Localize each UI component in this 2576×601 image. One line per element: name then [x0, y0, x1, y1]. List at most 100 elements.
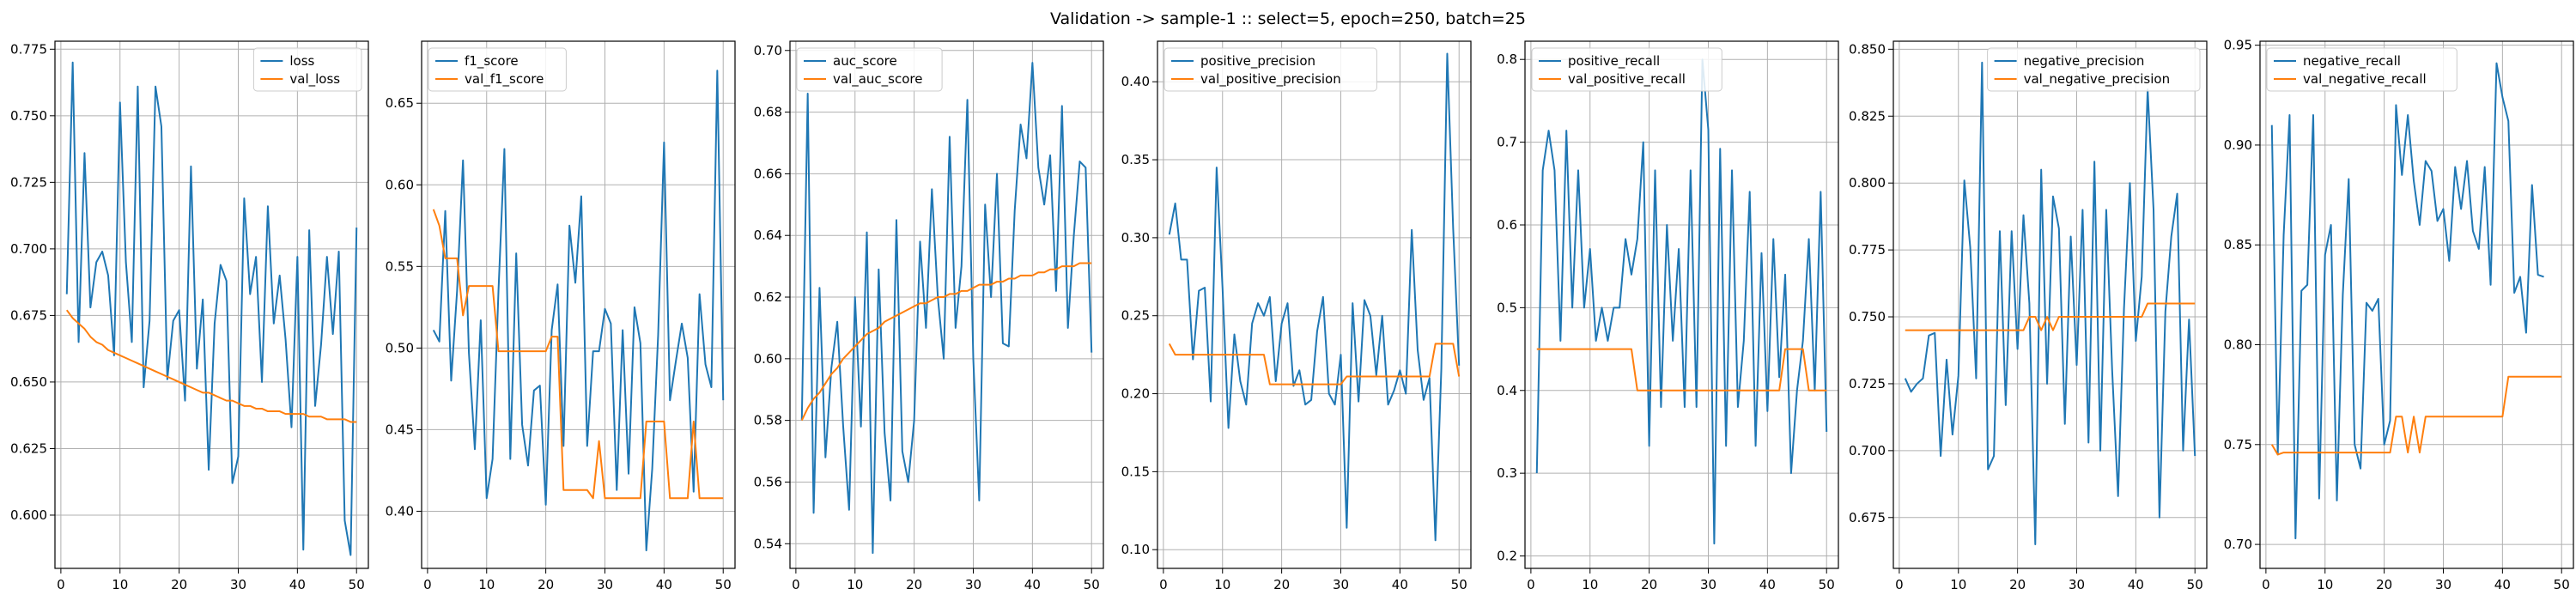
data-point — [1696, 406, 1698, 408]
data-point — [806, 93, 808, 94]
data-point — [1807, 390, 1809, 392]
data-point — [1987, 468, 1989, 470]
data-point — [990, 296, 992, 298]
data-point — [1376, 375, 1377, 377]
data-point — [2069, 316, 2071, 318]
data-point — [1559, 348, 1561, 349]
legend-label: negative_recall — [2303, 53, 2401, 70]
data-point — [491, 285, 493, 287]
data-point — [961, 265, 963, 267]
data-point — [2543, 376, 2544, 378]
data-point — [836, 321, 838, 323]
data-point — [2176, 302, 2178, 304]
data-point — [610, 323, 611, 325]
data-point — [1725, 445, 1727, 446]
data-point — [890, 500, 891, 501]
data-point — [1922, 378, 1923, 379]
data-point — [1174, 354, 1176, 355]
data-point — [196, 367, 197, 369]
data-point — [1072, 234, 1074, 236]
series-line-val_negative_recall — [2270, 375, 2562, 456]
data-point — [1807, 238, 1809, 240]
data-point — [2135, 340, 2136, 342]
data-point — [1784, 274, 1786, 276]
data-point — [1180, 354, 1182, 355]
data-point — [1387, 375, 1388, 377]
x-tick-label: 40 — [1392, 577, 1408, 592]
data-point — [1916, 383, 1917, 385]
data-point — [1801, 340, 1803, 342]
data-point — [722, 399, 724, 401]
data-point — [1245, 354, 1247, 355]
data-point — [2306, 284, 2308, 286]
data-point — [1666, 390, 1668, 392]
data-point — [486, 497, 488, 499]
data-point — [1707, 129, 1709, 131]
y-tick-label: 0.70 — [754, 43, 782, 58]
data-point — [438, 341, 440, 343]
data-point — [651, 421, 653, 422]
y-tick-label: 0.54 — [754, 536, 782, 551]
data-point — [919, 302, 920, 304]
data-point — [848, 351, 850, 353]
data-point — [2188, 319, 2190, 320]
data-point — [562, 489, 564, 491]
y-tick-label: 0.25 — [1121, 308, 1150, 324]
data-point — [302, 549, 304, 550]
data-point — [878, 269, 879, 270]
legend-box — [428, 47, 567, 92]
data-point — [1613, 348, 1614, 349]
data-point — [1316, 383, 1318, 385]
data-point — [1754, 390, 1756, 392]
data-point — [1091, 262, 1092, 264]
data-point — [550, 329, 552, 331]
data-point — [1583, 307, 1585, 308]
data-point — [2395, 104, 2397, 106]
data-point — [2276, 453, 2278, 455]
data-point — [1446, 52, 1448, 54]
data-point — [693, 490, 695, 492]
legend-label: val_auc_score — [833, 71, 923, 88]
y-tick-label: 0.8 — [1497, 52, 1517, 67]
data-point — [1790, 348, 1792, 349]
data-point — [842, 358, 844, 360]
data-point — [1405, 392, 1406, 394]
x-tick-label: 50 — [1084, 577, 1100, 592]
data-point — [669, 399, 671, 401]
y-tick-label: 0.650 — [10, 374, 47, 390]
data-point — [2425, 160, 2427, 161]
data-point — [1571, 348, 1573, 349]
data-point — [337, 251, 339, 252]
data-point — [2354, 452, 2355, 453]
data-point — [1275, 380, 1277, 382]
data-point — [1547, 130, 1549, 131]
data-point — [854, 296, 856, 298]
data-point — [71, 62, 73, 64]
data-point — [2117, 495, 2119, 497]
data-point — [1963, 179, 1965, 181]
data-point — [896, 219, 897, 221]
data-point — [1595, 340, 1596, 342]
x-tick-label: 0 — [57, 577, 65, 592]
x-tick-label: 10 — [112, 577, 128, 592]
figure-title: Validation -> sample-1 :: select=5, epoc… — [1050, 9, 1526, 28]
data-point — [1269, 383, 1271, 385]
data-point — [243, 405, 245, 407]
x-tick-label: 20 — [906, 577, 922, 592]
data-point — [497, 290, 499, 292]
data-point — [818, 287, 820, 288]
data-point — [2372, 310, 2373, 312]
data-point — [1304, 404, 1306, 405]
data-point — [503, 350, 505, 352]
series-line-positive_precision — [1168, 52, 1461, 542]
data-point — [1601, 307, 1602, 308]
data-point — [1072, 265, 1074, 267]
data-point — [1565, 130, 1567, 131]
data-point — [2513, 376, 2515, 378]
data-point — [2413, 416, 2415, 417]
data-point — [675, 360, 677, 361]
data-point — [854, 345, 856, 347]
data-point — [1934, 329, 1935, 331]
